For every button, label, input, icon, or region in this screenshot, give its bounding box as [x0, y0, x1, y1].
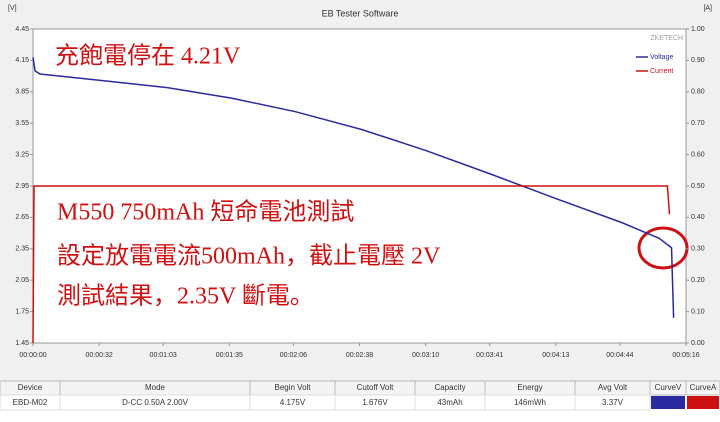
- annotation: 設定放電電流500mAh，截止電壓 2V: [57, 243, 441, 270]
- y2-tick-label: 0.00: [691, 340, 705, 347]
- column-header: Capacity: [434, 383, 465, 392]
- x-tick-label: 00:04:44: [606, 352, 633, 359]
- header-cell: [685, 380, 720, 396]
- x-tick-label: 00:03:10: [412, 352, 439, 359]
- column-header: Mode: [145, 383, 166, 392]
- cell-text: 146mWh: [514, 398, 546, 407]
- y2-tick-label: 0.90: [691, 57, 705, 64]
- y-tick-label: 2.35: [15, 246, 29, 253]
- y-tick-label: 4.45: [15, 26, 29, 33]
- y2-tick-label: 1.00: [691, 26, 705, 33]
- x-tick-label: 00:01:03: [150, 352, 177, 359]
- column-header: CurveA: [690, 383, 717, 392]
- y2-axis-label: [A]: [703, 5, 712, 12]
- annotation: 充飽電停在 4.21V: [55, 43, 241, 70]
- series-line: [32, 185, 671, 344]
- x-tick-label: 00:00:32: [86, 352, 113, 359]
- highlight-circle: [637, 226, 689, 270]
- curve-color-cell: [687, 396, 719, 409]
- cell-text: 43mAh: [437, 398, 462, 407]
- x-tick-label: 00:05:16: [672, 352, 699, 359]
- x-tick-label: 00:00:00: [19, 352, 46, 359]
- cell-text: 1.676V: [362, 398, 388, 407]
- chart-title: EB Tester Software: [322, 8, 399, 18]
- y-tick-label: 2.95: [15, 183, 29, 190]
- y2-tick-label: 0.20: [691, 277, 705, 284]
- cell-text: EBD-M02: [13, 398, 48, 407]
- y-tick-label: 3.85: [15, 89, 29, 96]
- column-header: CurveV: [655, 383, 682, 392]
- curve-color-cell: [651, 396, 685, 409]
- x-tick-label: 00:02:38: [346, 352, 373, 359]
- x-tick-label: 00:03:41: [476, 352, 503, 359]
- x-tick-label: 00:01:35: [216, 352, 243, 359]
- column-header: Device: [18, 383, 43, 392]
- column-header: Cutoff Volt: [357, 383, 395, 392]
- column-header: Begin Volt: [274, 383, 311, 392]
- y-tick-label: 4.15: [15, 57, 29, 64]
- y-tick-label: 3.25: [15, 151, 29, 158]
- cell-text: 3.37V: [602, 398, 624, 407]
- y-tick-label: 2.65: [15, 214, 29, 221]
- y2-tick-label: 0.40: [691, 214, 705, 221]
- y-tick-label: 1.45: [15, 340, 29, 347]
- legend-label: Voltage: [650, 54, 673, 61]
- brand: ZKETECH: [650, 35, 683, 42]
- y-axis-label: [V]: [8, 5, 17, 12]
- legend-label: Current: [650, 68, 673, 75]
- y2-tick-label: 0.50: [691, 183, 705, 190]
- annotation: 測試結果，2.35V 斷電。: [57, 283, 314, 310]
- cell: [574, 394, 651, 411]
- y-tick-label: 1.75: [15, 308, 29, 315]
- column-header: Energy: [517, 383, 542, 392]
- y2-tick-label: 0.70: [691, 120, 705, 127]
- x-tick-label: 00:02:06: [280, 352, 307, 359]
- result-table: Device Mode Begin Volt Cutoff Volt Capacity E…: [0, 380, 720, 422]
- series-line: [32, 57, 675, 318]
- y-tick-label: 2.05: [15, 277, 29, 284]
- y-tick-label: 3.55: [15, 120, 29, 127]
- y2-tick-label: 0.80: [691, 89, 705, 96]
- annotation: M550 750mAh 短命電池測試: [57, 199, 354, 226]
- cell-text: 4.175V: [280, 398, 306, 407]
- y2-tick-label: 0.30: [691, 246, 705, 253]
- cell-text: D-CC 0.50A 2.00V: [122, 398, 188, 407]
- column-header: Avg Volt: [598, 383, 628, 392]
- y2-tick-label: 0.60: [691, 151, 705, 158]
- y2-tick-label: 0.10: [691, 308, 705, 315]
- x-tick-label: 00:04:13: [542, 352, 569, 359]
